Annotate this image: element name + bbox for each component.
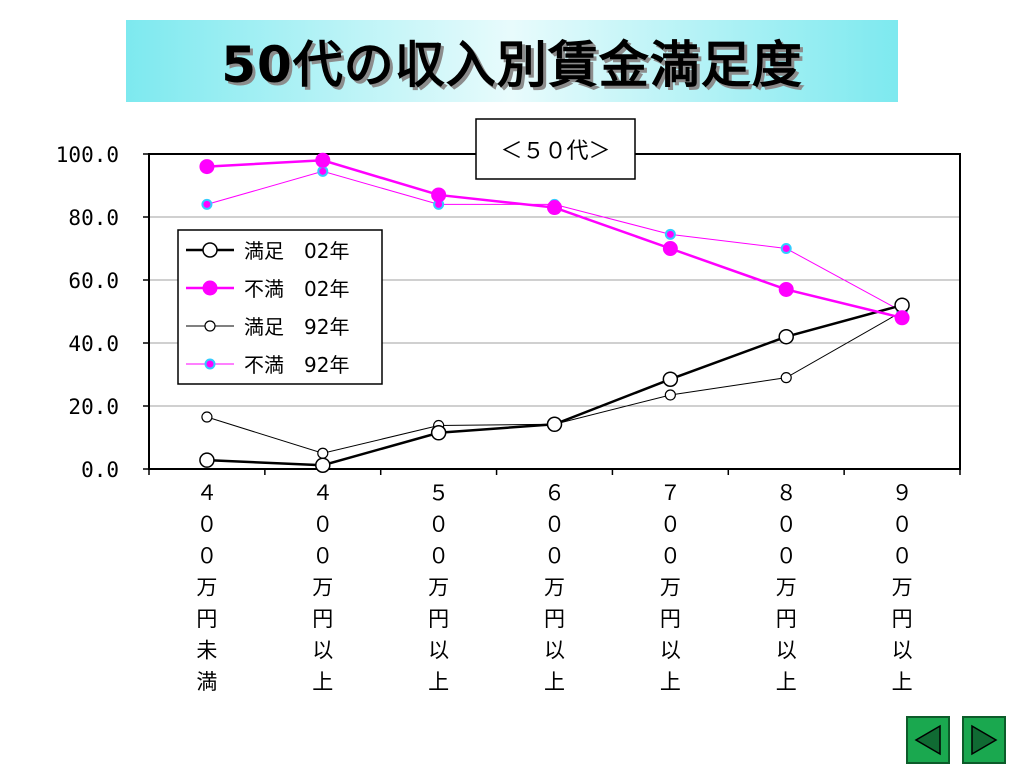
data-point [431, 187, 447, 203]
data-point [778, 328, 794, 345]
chart-subtitle: ＜５０代＞ [500, 139, 610, 164]
y-tick-label: 60.0 [68, 269, 119, 293]
triangle-left-icon [914, 724, 941, 756]
legend-item: 満足 02年 [186, 239, 349, 263]
data-point [317, 165, 329, 177]
legend-marker [204, 320, 216, 332]
data-point [778, 281, 794, 297]
data-point [664, 389, 676, 401]
x-tick-label: ４００万円以上 [312, 481, 333, 694]
series-1 [199, 152, 910, 326]
legend-label: 不満 92年 [244, 353, 349, 377]
y-tick-label: 0.0 [81, 458, 119, 482]
y-tick-label: 20.0 [68, 395, 119, 419]
legend-item: 不満 92年 [186, 353, 349, 377]
x-tick-label: ４００万円未満 [196, 481, 217, 694]
previous-button[interactable] [906, 716, 950, 764]
series-0 [199, 297, 910, 473]
legend-label: 不満 02年 [244, 277, 349, 301]
data-point [199, 159, 215, 175]
data-point [546, 416, 563, 433]
y-tick-label: 40.0 [68, 332, 119, 356]
data-point [201, 411, 213, 423]
data-point [317, 447, 329, 459]
data-point [664, 228, 676, 240]
data-point [199, 452, 215, 468]
x-tick-label: ６００万円以上 [544, 481, 565, 694]
line-chart: 0.0 20.0 40.0 60.0 80.0 100.0 ４００万円未満 ４００万円以上 ５… [56, 118, 961, 694]
legend-marker [204, 358, 216, 370]
x-tick-label: ９００万円以上 [892, 481, 913, 694]
legend-item: 満足 92年 [186, 315, 349, 339]
x-tick-label: ５００万円以上 [428, 481, 449, 694]
legend-label: 満足 02年 [244, 239, 349, 263]
legend-item: 不満 02年 [186, 277, 349, 301]
legend-label: 満足 92年 [244, 315, 349, 339]
data-point [662, 241, 678, 256]
data-point [894, 297, 910, 313]
y-tick-label: 80.0 [68, 206, 119, 230]
x-tick-label: ８００万円以上 [776, 481, 797, 694]
data-point [547, 200, 562, 216]
legend-marker [202, 242, 218, 258]
next-button[interactable] [962, 716, 1006, 764]
data-point [315, 457, 331, 473]
subtitle-box [475, 118, 636, 180]
triangle-right-icon [971, 724, 998, 756]
data-point [201, 198, 213, 210]
y-tick-label: 100.0 [56, 143, 119, 167]
data-point [780, 372, 792, 384]
title-banner: 50代の収入別賃金満足度 [126, 20, 898, 102]
data-point [662, 371, 679, 387]
x-tick-label: ７００万円以上 [660, 481, 681, 694]
data-point [894, 310, 910, 326]
data-point [315, 152, 331, 168]
page-title: 50代の収入別賃金満足度 [221, 36, 803, 94]
legend-marker [202, 280, 218, 296]
data-point [430, 425, 447, 441]
data-point [780, 243, 792, 254]
